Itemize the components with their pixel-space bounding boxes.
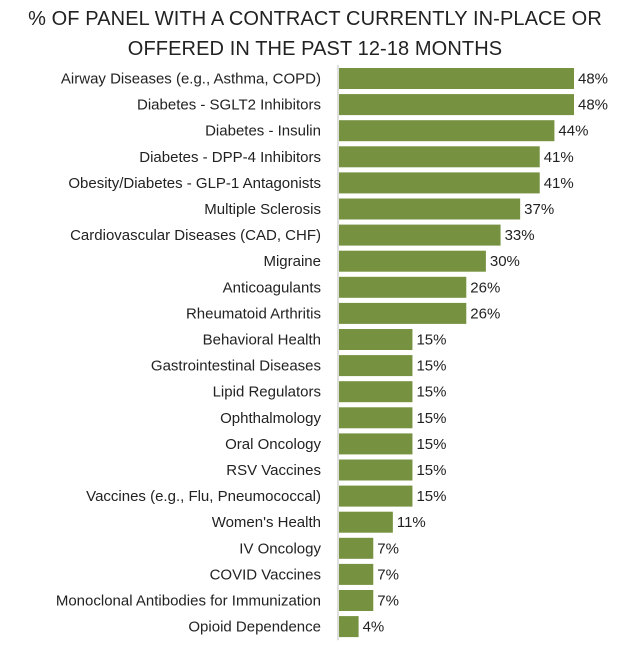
bar bbox=[339, 485, 413, 507]
category-label: Multiple Sclerosis bbox=[204, 201, 321, 218]
value-label: 15% bbox=[416, 488, 446, 505]
category-label: COVID Vaccines bbox=[210, 566, 321, 583]
bar bbox=[339, 68, 574, 89]
value-label: 41% bbox=[544, 149, 574, 166]
category-label: RSV Vaccines bbox=[226, 462, 321, 479]
bar bbox=[339, 224, 501, 246]
category-label: Gastrointestinal Diseases bbox=[151, 358, 321, 375]
category-label: Vaccines (e.g., Flu, Pneumococcal) bbox=[86, 488, 321, 505]
bar bbox=[339, 459, 413, 481]
bar bbox=[339, 276, 467, 298]
category-label: Airway Diseases (e.g., Asthma, COPD) bbox=[61, 71, 321, 88]
value-label: 41% bbox=[544, 175, 574, 192]
value-label: 7% bbox=[377, 540, 399, 557]
value-label: 26% bbox=[470, 305, 500, 322]
value-label: 37% bbox=[524, 201, 554, 218]
bar bbox=[339, 590, 374, 611]
value-label: 7% bbox=[377, 566, 399, 583]
category-label: Ophthalmology bbox=[220, 410, 321, 427]
value-label: 4% bbox=[363, 619, 385, 636]
category-label: Opioid Dependence bbox=[188, 619, 321, 636]
value-label: 33% bbox=[505, 227, 535, 244]
value-label: 15% bbox=[416, 462, 446, 479]
bar bbox=[339, 407, 413, 429]
bar bbox=[339, 94, 574, 116]
value-label: 15% bbox=[416, 384, 446, 401]
category-label: Women's Health bbox=[212, 514, 321, 531]
category-label: Diabetes - SGLT2 Inhibitors bbox=[137, 97, 321, 114]
bar bbox=[339, 537, 374, 559]
value-label: 15% bbox=[416, 332, 446, 349]
value-label: 15% bbox=[416, 436, 446, 453]
category-label: Migraine bbox=[263, 253, 321, 270]
bar bbox=[339, 381, 413, 403]
category-label: IV Oncology bbox=[239, 540, 321, 557]
category-label: Oral Oncology bbox=[225, 436, 321, 453]
bar bbox=[339, 120, 555, 142]
category-label: Diabetes - Insulin bbox=[205, 123, 321, 140]
category-label: Obesity/Diabetes - GLP-1 Antagonists bbox=[68, 175, 321, 192]
category-label: Behavioral Health bbox=[203, 332, 321, 349]
bar bbox=[339, 250, 486, 272]
bar bbox=[339, 563, 374, 585]
value-label: 44% bbox=[558, 123, 588, 140]
value-label: 26% bbox=[470, 279, 500, 296]
category-label: Rheumatoid Arthritis bbox=[186, 305, 321, 322]
category-label: Lipid Regulators bbox=[213, 384, 321, 401]
bar bbox=[339, 511, 393, 533]
category-label: Anticoagulants bbox=[223, 279, 321, 296]
bar bbox=[339, 329, 413, 350]
chart-title-line-2: OFFERED IN THE PAST 12-18 MONTHS bbox=[127, 38, 503, 60]
value-label: 7% bbox=[377, 593, 399, 610]
bar bbox=[339, 198, 521, 220]
value-label: 15% bbox=[416, 410, 446, 427]
value-label: 48% bbox=[578, 71, 608, 88]
bar bbox=[339, 433, 413, 455]
value-label: 11% bbox=[397, 514, 426, 531]
value-label: 30% bbox=[490, 253, 520, 270]
category-label: Cardiovascular Diseases (CAD, CHF) bbox=[70, 227, 321, 244]
bar bbox=[339, 355, 413, 377]
chart-title-line-1: % OF PANEL WITH A CONTRACT CURRENTLY IN-… bbox=[28, 8, 602, 30]
bar bbox=[339, 616, 359, 638]
bar bbox=[339, 172, 540, 194]
category-label: Monoclonal Antibodies for Immunization bbox=[56, 593, 321, 610]
bar bbox=[339, 302, 467, 324]
value-label: 15% bbox=[416, 358, 446, 375]
category-label: Diabetes - DPP-4 Inhibitors bbox=[139, 149, 321, 166]
bar bbox=[339, 146, 540, 168]
chart-title: % OF PANEL WITH A CONTRACT CURRENTLY IN-… bbox=[0, 4, 630, 64]
value-label: 48% bbox=[578, 97, 608, 114]
